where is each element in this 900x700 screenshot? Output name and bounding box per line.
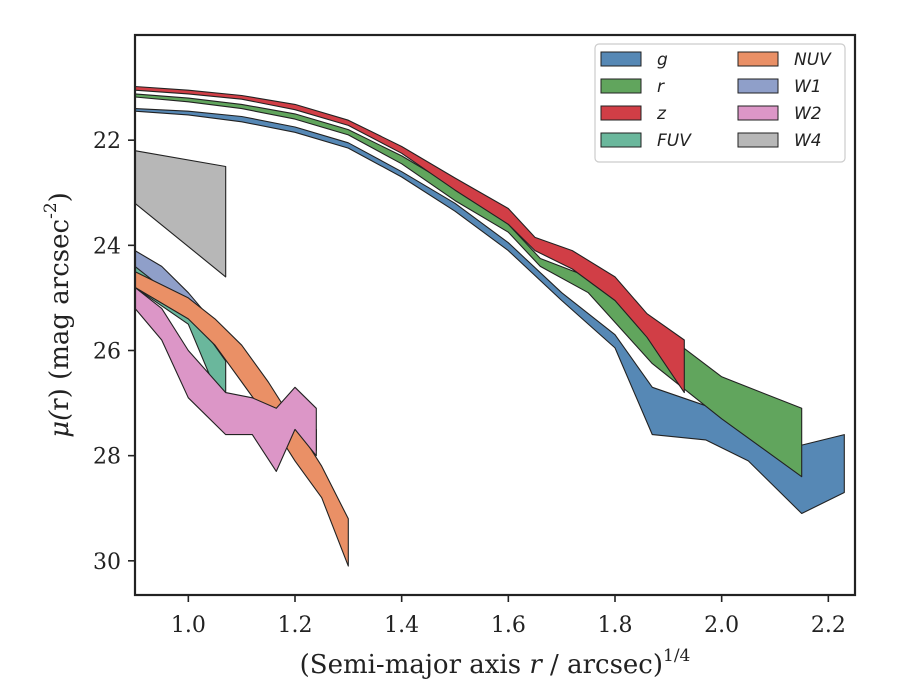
x-tick-label: 1.8 (598, 613, 633, 638)
x-tick-label: 1.2 (278, 613, 313, 638)
legend-swatch-w1 (737, 78, 779, 94)
x-tick-label: 1.0 (171, 613, 206, 638)
legend-swatch-w2 (737, 105, 779, 121)
legend-swatch-w4 (737, 132, 779, 148)
band-r (134, 93, 803, 478)
band-nuv (134, 271, 349, 567)
legend-label-g: g (657, 50, 668, 70)
y-axis-label: μ(r) (mag arcsec-2) (41, 192, 75, 438)
legend-label-fuv: FUV (657, 131, 692, 151)
legend: grz FUV NUV W1 W2 W4 (594, 43, 846, 163)
x-tick-label: 2.0 (704, 613, 739, 638)
x-tick-label: 1.4 (384, 613, 419, 638)
y-tick-label: 28 (93, 445, 121, 470)
legend-label-nuv: NUV (794, 50, 832, 70)
legend-swatch-z (600, 105, 642, 121)
y-tick-label: 26 (93, 339, 121, 364)
x-axis-label: (Semi-major axis r / arcsec)1/4 (300, 646, 691, 680)
band-z (134, 85, 685, 394)
band-w2 (134, 286, 317, 472)
y-tick-label: 30 (93, 550, 121, 575)
legend-swatch-fuv (600, 132, 642, 148)
axis-ticks: 1.0 1.2 1.4 1.6 1.8 2.0 2.2 22 24 26 28 30 (93, 129, 846, 638)
x-tick-label: 1.6 (491, 613, 526, 638)
legend-label-z: z (656, 104, 667, 124)
legend-box (594, 43, 846, 163)
legend-label-w2: W2 (794, 104, 822, 124)
legend-swatch-r (600, 78, 642, 94)
legend-label-r: r (657, 77, 665, 97)
plot-frame (133, 33, 857, 597)
band-g (134, 108, 845, 515)
legend-label-w1: W1 (794, 77, 822, 97)
y-tick-label: 24 (93, 234, 121, 259)
legend-swatch-nuv (737, 51, 779, 67)
data-bands (134, 85, 845, 567)
band-w4 (134, 150, 227, 278)
x-tick-label: 2.2 (811, 613, 846, 638)
legend-label-w4: W4 (794, 131, 822, 151)
y-tick-label: 22 (93, 129, 121, 154)
legend-swatch-g (600, 51, 642, 67)
